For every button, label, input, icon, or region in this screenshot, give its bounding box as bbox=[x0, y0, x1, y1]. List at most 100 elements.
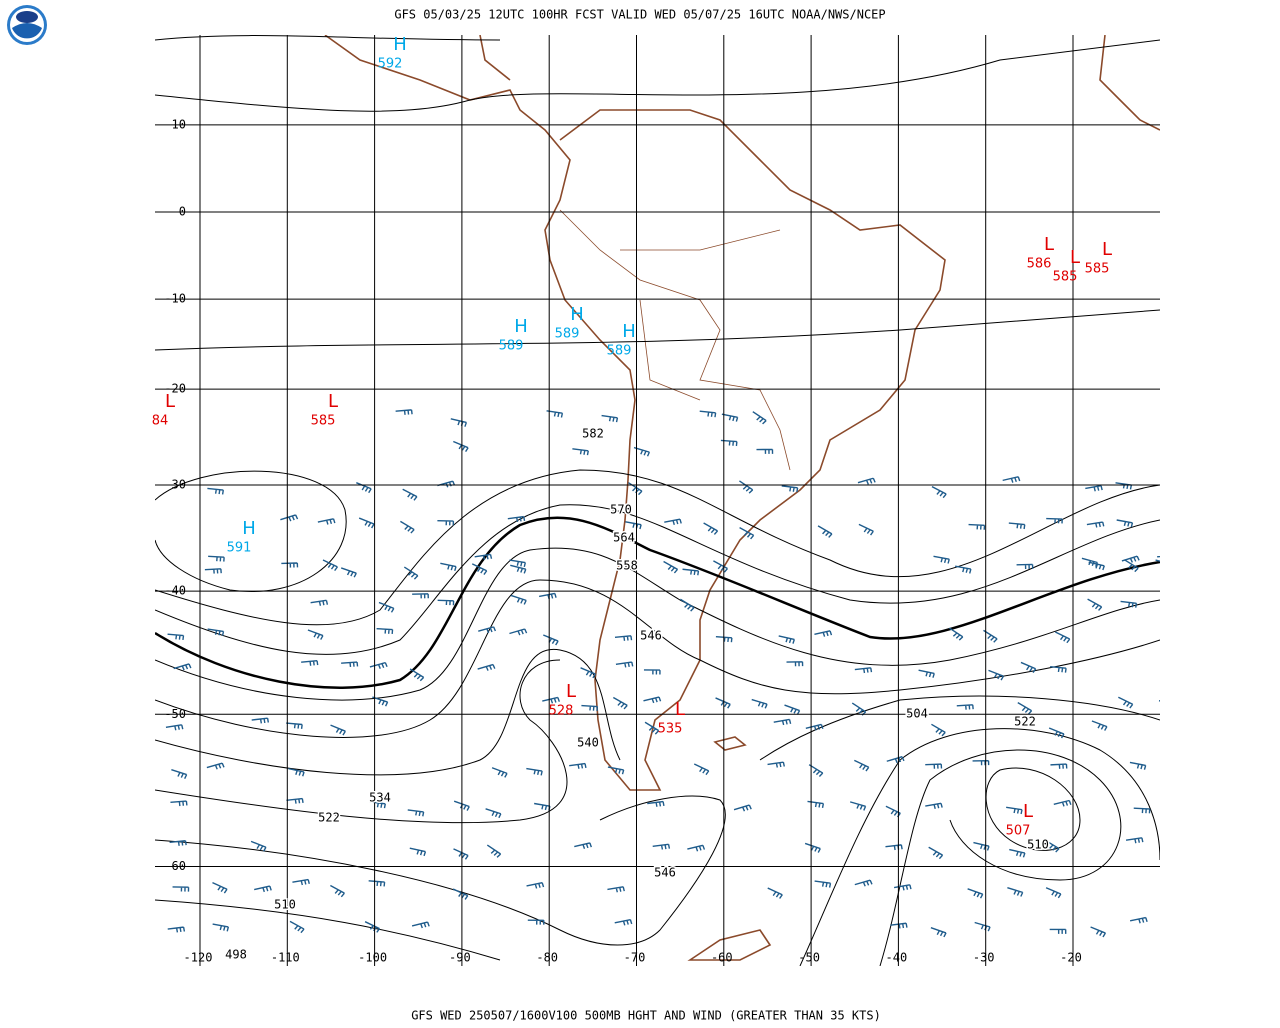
wind-barb bbox=[368, 880, 386, 887]
wind-barb bbox=[1118, 696, 1134, 709]
wind-barb bbox=[607, 766, 625, 775]
wind-barb bbox=[1158, 700, 1160, 702]
wind-barb bbox=[713, 560, 728, 573]
wind-barb bbox=[1088, 561, 1105, 571]
wind-barb bbox=[204, 568, 222, 574]
low-center-symbol: L bbox=[1023, 801, 1033, 822]
wind-barb bbox=[955, 565, 972, 574]
wind-barb bbox=[280, 514, 299, 522]
wind-barb bbox=[474, 553, 493, 560]
low-center-symbol: L bbox=[1044, 234, 1054, 255]
wind-barb bbox=[534, 802, 551, 811]
high-center-value: 591 bbox=[227, 541, 252, 556]
wind-barb bbox=[286, 722, 303, 729]
longitude-label: -100 bbox=[358, 951, 387, 965]
longitude-label: -60 bbox=[711, 951, 733, 965]
wind-barb bbox=[356, 482, 372, 494]
wind-barb bbox=[968, 523, 986, 530]
wind-barb bbox=[1129, 761, 1147, 770]
wind-barb bbox=[854, 879, 873, 887]
wind-barb bbox=[778, 635, 795, 644]
wind-barb bbox=[307, 629, 324, 640]
height-contour bbox=[155, 469, 1160, 626]
longitude-label: -70 bbox=[624, 951, 646, 965]
wind-barb bbox=[330, 884, 345, 898]
wind-barb bbox=[412, 593, 429, 599]
wind-barb bbox=[452, 888, 469, 900]
wind-barb bbox=[301, 660, 319, 666]
noaa-logo bbox=[7, 5, 47, 45]
wind-barb bbox=[1020, 661, 1037, 674]
wind-barb bbox=[1006, 806, 1023, 815]
wind-barb bbox=[1008, 522, 1026, 530]
wind-barb bbox=[207, 487, 224, 495]
latitude-label: -20 bbox=[164, 382, 186, 396]
wind-barb bbox=[369, 801, 386, 809]
wind-barb bbox=[581, 704, 599, 712]
contour-label: 510 bbox=[1027, 838, 1049, 852]
wind-barb bbox=[715, 697, 731, 709]
wind-barb bbox=[330, 724, 346, 736]
wind-barb bbox=[1087, 598, 1103, 611]
wind-barb bbox=[663, 560, 679, 574]
height-contour-564 bbox=[155, 516, 1160, 689]
latitude-label: -30 bbox=[164, 478, 186, 492]
wind-barb bbox=[364, 921, 381, 933]
wind-barb bbox=[974, 921, 991, 932]
wind-barb bbox=[1121, 555, 1140, 563]
wind-barb bbox=[440, 562, 457, 572]
wind-barb bbox=[886, 756, 905, 764]
wind-barb bbox=[614, 635, 633, 641]
footer-caption: GFS WED 250507/1600V100 500MB HGHT AND W… bbox=[411, 1009, 881, 1023]
contour-label: 534 bbox=[369, 791, 391, 805]
wind-barb bbox=[739, 527, 755, 540]
wind-barb bbox=[471, 563, 488, 575]
low-center-value: 586 bbox=[1027, 257, 1052, 272]
wind-barb bbox=[1116, 519, 1134, 528]
wind-barb bbox=[1055, 631, 1071, 644]
wind-barb bbox=[358, 517, 375, 529]
wind-barb bbox=[751, 698, 768, 709]
wind-barb bbox=[526, 767, 543, 776]
wind-barb bbox=[402, 488, 418, 501]
low-center-value: 507 bbox=[1006, 824, 1031, 839]
wind-barb bbox=[167, 633, 185, 641]
wind-barb bbox=[212, 923, 230, 932]
wind-barb bbox=[851, 702, 867, 716]
wind-barb bbox=[925, 763, 943, 769]
height-contour bbox=[155, 795, 726, 946]
low-center-symbol: L bbox=[566, 681, 576, 702]
contour-label: 582 bbox=[582, 427, 604, 441]
high-center-value: 589 bbox=[555, 327, 580, 342]
wind-barb bbox=[612, 696, 628, 710]
wind-barb bbox=[1044, 839, 1060, 853]
wind-barb bbox=[814, 630, 833, 637]
longitude-label: -40 bbox=[886, 951, 908, 965]
wind-barb bbox=[858, 523, 874, 536]
wind-barb bbox=[526, 882, 545, 889]
wind-barb bbox=[973, 841, 990, 851]
wind-barb bbox=[289, 920, 305, 934]
wind-barb bbox=[254, 885, 272, 893]
country-border bbox=[559, 209, 791, 471]
wind-barb bbox=[546, 410, 564, 418]
high-center-value: 589 bbox=[607, 344, 632, 359]
wind-barb bbox=[647, 800, 665, 807]
wind-barb bbox=[721, 413, 739, 422]
coastline bbox=[687, 929, 772, 961]
low-center-symbol: L bbox=[1070, 247, 1080, 268]
wind-barb bbox=[752, 411, 767, 425]
low-center-symbol: L bbox=[1102, 239, 1112, 260]
contour-label: 558 bbox=[616, 559, 638, 573]
wind-barb bbox=[693, 763, 710, 776]
wind-barb bbox=[453, 848, 469, 860]
wind-barb bbox=[1157, 555, 1160, 558]
wind-barb bbox=[437, 599, 455, 606]
wind-barb bbox=[664, 518, 682, 525]
latitude-label: 0 bbox=[179, 205, 186, 219]
contour-label: 564 bbox=[613, 531, 635, 545]
contour-label: 570 bbox=[610, 503, 632, 517]
height-contour bbox=[985, 767, 1081, 851]
wind-barb bbox=[409, 847, 427, 857]
wind-barb bbox=[1124, 559, 1139, 573]
